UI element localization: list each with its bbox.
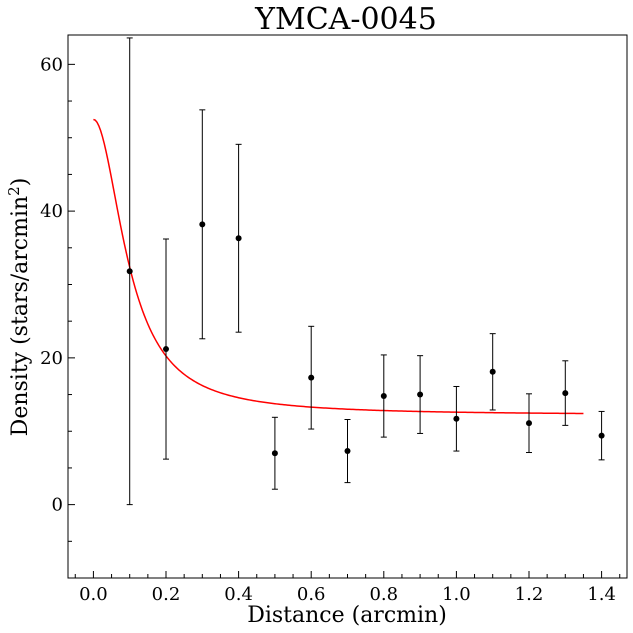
data-point (308, 374, 315, 381)
y-axis-label: Density (stars/arcmin2) (5, 178, 33, 437)
data-point (235, 235, 242, 242)
x-tick-label: 0.8 (369, 584, 398, 605)
y-tick-label: 60 (40, 54, 63, 75)
x-tick-label: 0.0 (79, 584, 108, 605)
data-point-group (453, 385, 460, 452)
data-point (344, 448, 351, 455)
data-point-group (525, 393, 532, 454)
data-point-group (489, 333, 496, 411)
data-point (199, 221, 206, 228)
x-tick-label: 1.0 (442, 584, 471, 605)
y-tick-label: 20 (40, 348, 63, 369)
data-point (126, 268, 133, 275)
data-points-layer (126, 37, 605, 506)
x-tick-label: 0.4 (224, 584, 253, 605)
fit-layer (93, 118, 584, 415)
data-point (453, 415, 460, 422)
data-point (562, 390, 569, 397)
data-point (598, 432, 605, 439)
y-axis: 0 20 40 60 (40, 54, 75, 542)
y-axis-label-main: Density (stars/arcmin (8, 196, 33, 437)
data-point-group (271, 416, 278, 490)
data-point-group (235, 143, 242, 333)
data-point-group (163, 238, 170, 460)
x-tick-label: 1.4 (587, 584, 616, 605)
data-point (417, 391, 424, 398)
data-point (489, 368, 496, 375)
y-tick-label: 0 (52, 495, 63, 516)
data-point-group (126, 37, 133, 506)
data-point (271, 450, 278, 457)
x-tick-label: 0.6 (297, 584, 326, 605)
data-point (380, 393, 387, 400)
data-point-group (598, 410, 605, 461)
data-point (163, 346, 170, 353)
fit-curve (93, 118, 584, 415)
x-axis-label: Distance (arcmin) (247, 603, 447, 628)
data-point-group (380, 354, 387, 438)
data-point-group (199, 109, 206, 340)
y-tick-label: 40 (40, 201, 63, 222)
data-point-group (344, 419, 351, 484)
data-point-group (417, 355, 424, 434)
data-point-group (308, 325, 315, 430)
y-axis-label-superscript: 2 (5, 186, 23, 196)
y-axis-label-close: ) (8, 178, 33, 187)
plot-area (67, 34, 628, 579)
x-axis: 0.0 0.2 0.4 0.6 0.8 1.0 1.2 1.4 (74, 571, 621, 605)
data-point (525, 420, 532, 427)
plot-frame (67, 34, 628, 579)
x-tick-label: 0.2 (152, 584, 181, 605)
data-point-group (562, 360, 569, 426)
x-tick-label: 1.2 (515, 584, 544, 605)
chart-title: YMCA-0045 (254, 2, 437, 37)
